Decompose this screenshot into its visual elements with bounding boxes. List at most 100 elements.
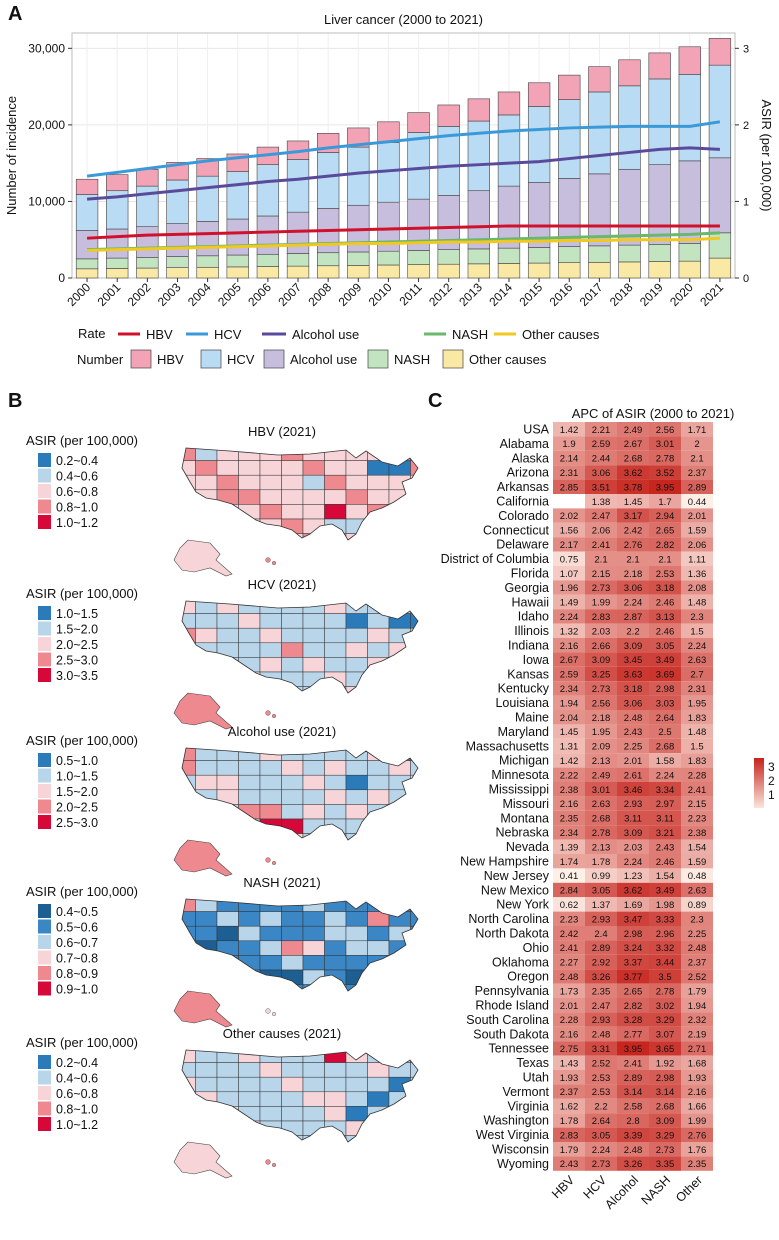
heatmap-cell xyxy=(585,566,617,581)
state-region xyxy=(345,627,368,644)
heatmap-cell xyxy=(553,609,585,624)
state-region xyxy=(281,1050,304,1063)
state-region xyxy=(345,1106,368,1122)
heatmap-cell xyxy=(681,1142,713,1157)
bar-segment-nash xyxy=(75,258,99,270)
heatmap-cell-value: 3.09 xyxy=(624,828,643,839)
state-region xyxy=(238,955,261,971)
state-region xyxy=(259,911,282,927)
heatmap-cell-value: 2.48 xyxy=(592,1030,611,1041)
bar-segment-hbv xyxy=(678,46,701,75)
heatmap-cell-value: 1.48 xyxy=(688,598,707,609)
heatmap-cell-value: 3.24 xyxy=(624,943,643,954)
x-tick-label: 2003 xyxy=(155,280,184,309)
map-legend-label: 0.9~1.0 xyxy=(56,983,98,997)
heatmap-cell xyxy=(617,1113,649,1128)
x-tick-label: 2019 xyxy=(637,280,666,309)
state-region xyxy=(259,518,282,534)
state-region xyxy=(410,940,418,956)
heatmap-cell xyxy=(617,465,649,480)
state-region xyxy=(410,601,418,614)
heatmap-cell xyxy=(649,940,681,955)
state-region xyxy=(324,1091,347,1107)
state-region xyxy=(324,1062,347,1078)
state-region xyxy=(410,955,418,971)
state-region xyxy=(388,969,411,985)
heatmap-cell-value: 0.44 xyxy=(688,497,707,508)
state-region xyxy=(345,489,368,505)
state-region xyxy=(388,804,411,820)
chart-a-title: Liver cancer (2000 to 2021) xyxy=(324,12,483,27)
bar-segment-hbv xyxy=(497,91,521,116)
heatmap-cell-value: 2.1 xyxy=(626,554,639,565)
heatmap-cell xyxy=(553,1156,585,1171)
bar-segment-nash xyxy=(377,250,400,266)
heatmap-cell xyxy=(681,940,713,955)
heatmap-cell-value: 1.96 xyxy=(560,583,579,594)
heatmap-cell xyxy=(681,1098,713,1114)
state-region xyxy=(410,1135,418,1142)
state-region xyxy=(182,474,196,491)
heatmap-cell xyxy=(649,1026,681,1042)
heatmap-cell xyxy=(681,652,713,667)
heatmap-cell-value: 2.43 xyxy=(624,727,643,738)
heatmap-row-label: Mississippi xyxy=(489,783,549,797)
heatmap-cell-value: 0.62 xyxy=(560,900,579,911)
y2-axis-label: ASIR (per 100,000) xyxy=(759,99,774,211)
bar-segment-hbv xyxy=(347,127,370,148)
heatmap-cell xyxy=(617,810,649,826)
state-region xyxy=(259,940,282,956)
heatmap-cell xyxy=(681,1127,713,1142)
bar-segment-alcohol-use xyxy=(136,226,159,258)
heatmap-cell xyxy=(649,839,681,854)
heatmap-cell-value: 3.26 xyxy=(624,1159,643,1170)
map-legend-label: 0.4~0.6 xyxy=(56,470,98,484)
heatmap-cell-value: 3.34 xyxy=(656,785,675,796)
us-outline xyxy=(181,1049,419,1143)
map-title: HBV (2021) xyxy=(248,424,316,439)
rate-line-hbv xyxy=(86,224,720,240)
heatmap-cell xyxy=(585,594,617,610)
state-region xyxy=(367,940,390,956)
y2-tick-label: 1 xyxy=(743,196,749,208)
state-region xyxy=(367,969,390,985)
heatmap-cell-value: 1.36 xyxy=(688,569,707,580)
rate-line-hcv xyxy=(86,120,721,178)
bar-segment-hbv xyxy=(407,112,430,133)
heatmap-cell-value: 1.83 xyxy=(688,756,707,767)
map-legend-title: ASIR (per 100,000) xyxy=(26,1035,138,1050)
heatmap-cell xyxy=(585,479,617,494)
heatmap-cell-value: 1.83 xyxy=(688,713,707,724)
state-region xyxy=(345,1091,368,1107)
heatmap-cell xyxy=(617,422,649,437)
heatmap-cell xyxy=(585,897,617,912)
heatmap-cell xyxy=(649,868,681,883)
bar-segment-hcv xyxy=(648,78,671,165)
bar-segment-other-causes xyxy=(527,262,551,279)
heatmap-cell xyxy=(681,839,713,854)
bar-segment-hcv xyxy=(558,99,581,179)
heatmap-cell-value: 2.59 xyxy=(560,670,579,681)
map-title: NASH (2021) xyxy=(243,875,320,890)
alaska-shape xyxy=(173,692,233,730)
state-region xyxy=(216,818,239,834)
state-region xyxy=(238,789,261,805)
state-region xyxy=(195,818,218,834)
heatmap-cell xyxy=(553,897,585,912)
heatmap-cell xyxy=(585,839,617,854)
x-tick-label: 2013 xyxy=(456,280,485,309)
heatmap-cell-value: 3.45 xyxy=(624,655,643,666)
bar-segment-other-causes xyxy=(196,266,219,279)
state-region xyxy=(410,686,418,693)
x-tick-label: 2004 xyxy=(185,280,214,309)
state-region xyxy=(216,748,239,761)
bar-segment-nash xyxy=(166,256,189,268)
heatmap-cell-value: 2.24 xyxy=(592,1145,611,1156)
heatmap-cell xyxy=(585,666,617,682)
heatmap-cell xyxy=(681,566,713,581)
state-region xyxy=(345,789,368,805)
state-region xyxy=(302,925,325,942)
heatmap-cell-value: 2.03 xyxy=(592,626,611,637)
x-tick-label: 2011 xyxy=(397,280,425,308)
state-region xyxy=(238,833,261,840)
